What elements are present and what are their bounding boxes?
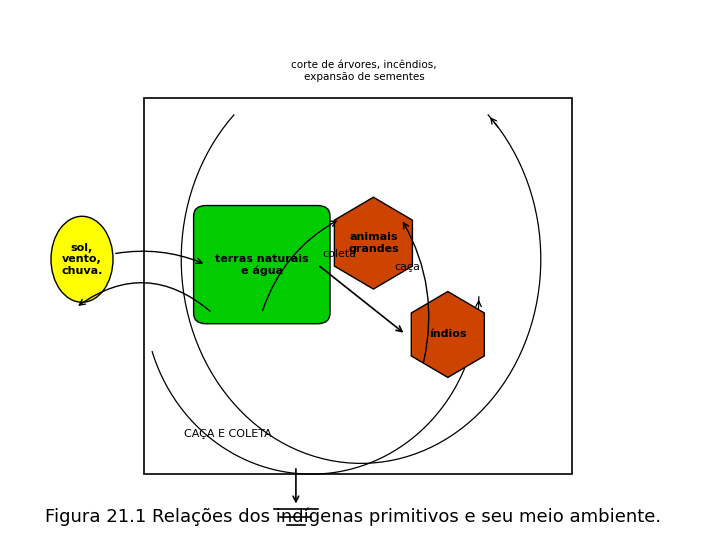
Text: índios: índios [429,329,467,340]
Polygon shape [334,197,413,289]
Text: coleta: coleta [323,249,356,259]
Text: terras naturais
e água: terras naturais e água [215,253,309,276]
Text: caça: caça [395,262,420,272]
Ellipse shape [51,217,113,302]
Text: Figura 21.1 Relações dos indígenas primitivos e seu meio ambiente.: Figura 21.1 Relações dos indígenas primi… [45,508,661,526]
Text: sol,
vento,
chuva.: sol, vento, chuva. [61,242,103,276]
Text: corte de árvores, incêndios,
expansão de sementes: corte de árvores, incêndios, expansão de… [292,60,437,82]
Text: CAÇA E COLETA: CAÇA E COLETA [184,429,272,439]
Polygon shape [411,292,485,377]
FancyBboxPatch shape [194,206,330,323]
FancyBboxPatch shape [144,98,572,474]
Text: animais
grandes: animais grandes [348,232,399,254]
